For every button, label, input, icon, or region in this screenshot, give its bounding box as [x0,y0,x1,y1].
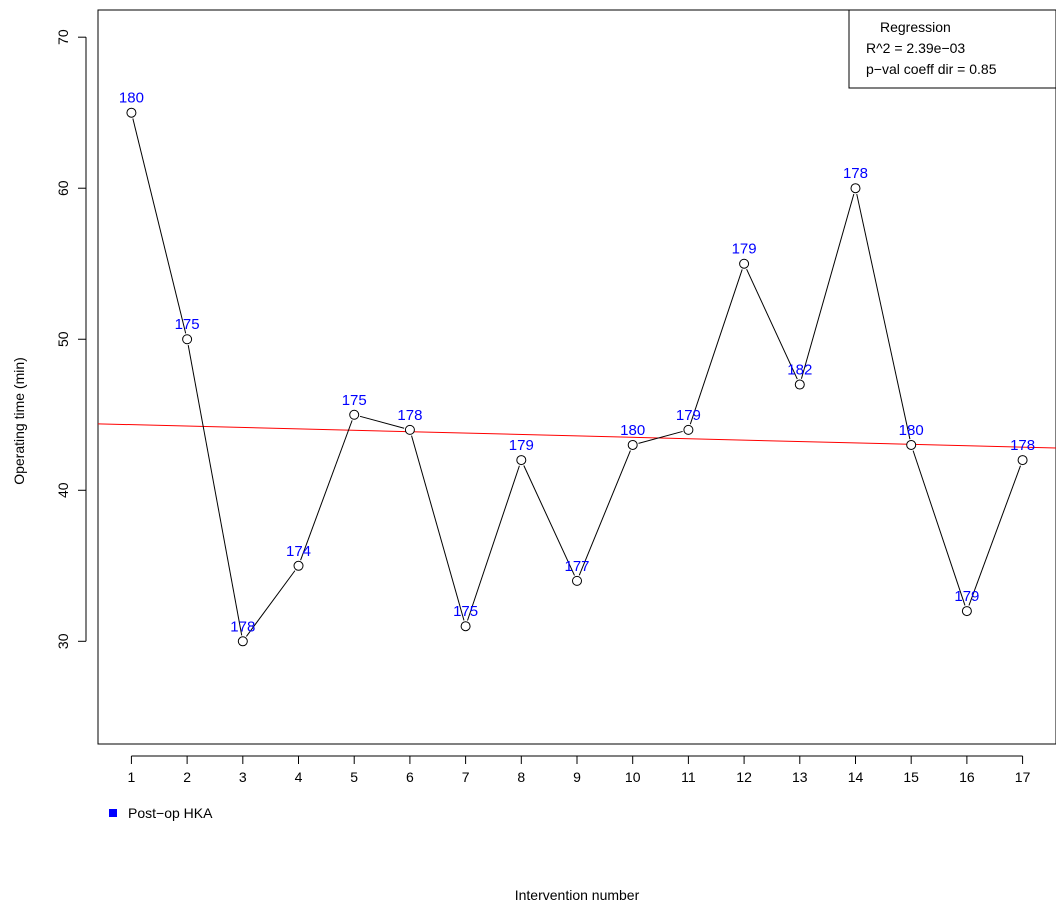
y-tick-label: 50 [55,331,71,347]
data-point-label: 179 [509,437,534,454]
x-tick-label: 4 [295,769,303,785]
y-axis: 30 40 50 60 70 [55,29,87,649]
x-tick-label: 17 [1015,769,1031,785]
y-tick-label: 70 [55,29,71,45]
y-axis-title: Operating time (min) [11,357,27,485]
series-segment [968,465,1021,606]
data-point-label: 179 [954,588,979,605]
series-segment [912,450,966,606]
series-segment [467,465,520,621]
data-point [739,258,750,269]
x-tick-label: 5 [350,769,358,785]
x-axis-title: Intervention number [515,887,640,903]
series-segment [300,420,353,561]
regression-line [97,423,1056,449]
y-tick-label: 60 [55,180,71,196]
data-point-label: 180 [620,422,645,439]
data-point-label: 175 [175,316,200,333]
data-point [349,409,360,420]
data-point-label: 175 [342,392,367,409]
series-segment [359,415,405,429]
x-tick-label: 7 [462,769,470,785]
x-tick-label: 10 [625,769,641,785]
x-tick-label: 13 [792,769,808,785]
data-point [683,424,694,435]
regression-box-r2: R^2 = 2.39e−03 [866,40,965,56]
legend-swatch [109,809,117,817]
series-segment [523,465,575,576]
y-tick-label: 30 [55,633,71,649]
series-segment [187,345,243,636]
x-tick-label: 12 [736,769,752,785]
data-point [516,455,527,466]
data-point-label: 179 [676,407,701,424]
legend-label: Post−op HKA [128,805,213,821]
data-point [182,334,193,345]
x-tick-label: 1 [128,769,136,785]
series-segment [245,570,296,637]
plot-frame [97,9,1056,745]
data-point-label: 180 [119,90,144,107]
x-tick-label: 6 [406,769,414,785]
x-tick-label: 16 [959,769,975,785]
data-point-label: 182 [787,362,812,379]
data-point [126,107,137,118]
data-point [627,439,638,450]
x-tick-label: 2 [183,769,191,785]
series-segment [689,269,743,425]
data-point [906,439,917,450]
x-tick-label: 9 [573,769,581,785]
series-segment [132,118,187,334]
data-point [794,379,805,390]
data-point-label: 174 [286,543,311,560]
series-segment [856,193,911,440]
y-tick-label: 40 [55,482,71,498]
data-point [237,636,248,647]
x-tick-label: 11 [681,769,696,785]
data-point-label: 178 [230,618,255,635]
data-point [850,183,861,194]
data-point [1017,455,1028,466]
x-axis: 1 2 3 4 5 6 7 8 9 10 11 12 13 14 15 16 17 [128,755,1031,785]
data-point [293,560,304,571]
data-point-label: 175 [453,603,478,620]
data-point-label: 179 [732,241,757,258]
series-segment [746,268,798,380]
x-tick-label: 3 [239,769,247,785]
regression-box: Regression R^2 = 2.39e−03 p−val coeff di… [848,9,1056,89]
series-segment [800,193,855,379]
x-tick-label: 8 [517,769,525,785]
series-segment [411,435,465,621]
data-point-label: 178 [843,165,868,182]
data-point [572,575,582,586]
series-group: 180 175 178 174 175 178 175 179 177 180 179 179 182 1… [97,90,1056,647]
data-point-label: 180 [899,422,924,439]
regression-box-title: Regression [880,19,951,35]
data-point-label: 178 [1010,437,1035,454]
data-point [404,424,415,435]
x-tick-label: 14 [848,769,864,785]
data-point-label: 178 [397,407,422,424]
data-point [961,606,972,617]
legend: Post−op HKA [109,805,213,821]
data-point-label: 177 [564,558,589,575]
series-segment [638,430,683,444]
data-point [460,621,471,632]
regression-box-frame [848,9,1056,89]
regression-box-pval: p−val coeff dir = 0.85 [866,61,997,77]
series-segment [578,450,631,576]
x-tick-label: 15 [903,769,919,785]
